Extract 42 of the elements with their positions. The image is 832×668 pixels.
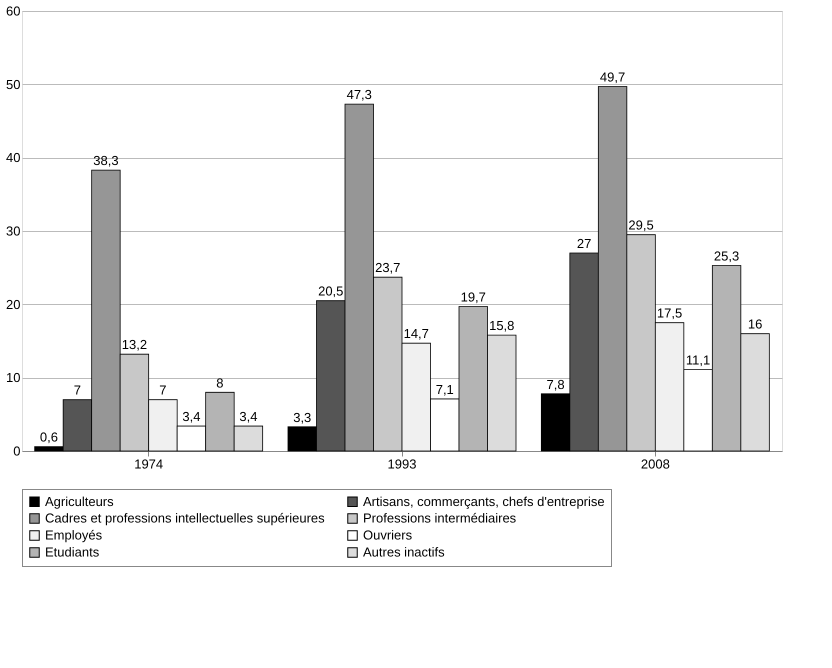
data-label: 7,1 (436, 382, 454, 397)
data-label: 14,7 (404, 326, 429, 342)
legend-label: Professions intermédiaires (363, 510, 517, 526)
data-label: 38,3 (93, 153, 119, 168)
data-label: 7,8 (546, 376, 565, 392)
y-tick-label: 0 (13, 444, 20, 458)
data-label: 27 (576, 236, 592, 251)
data-label: 13,2 (122, 337, 148, 352)
y-tick-label: 40 (6, 150, 20, 166)
data-label: 17,5 (656, 306, 682, 321)
legend-label: Artisans, commerçants, chefs d'entreprise (363, 494, 605, 509)
y-tick-label: 50 (6, 76, 20, 92)
y-tick-label: 60 (6, 4, 20, 18)
legend-label: Agriculteurs (45, 494, 114, 509)
legend-label: Etudiants (45, 544, 100, 560)
data-label: 3,4 (239, 409, 258, 424)
legend-label: Cadres et professions intellectuelles supérieures (45, 510, 326, 526)
y-tick-label: 10 (6, 370, 20, 386)
data-label: 3,4 (182, 409, 200, 424)
legend-label: Ouvriers (363, 528, 413, 542)
data-label: 16 (748, 316, 762, 332)
data-label: 49,7 (600, 70, 626, 85)
data-label: 15,8 (489, 318, 514, 334)
data-label: 29,5 (628, 218, 654, 233)
data-label: 11,1 (686, 352, 710, 368)
data-label: 8 (216, 375, 224, 390)
legend-label: Autres inactifs (363, 544, 446, 560)
legend-label: Employés (45, 528, 103, 542)
data-label: 25,3 (714, 248, 740, 264)
x-tick-label: 2008 (640, 456, 670, 472)
y-tick-label: 30 (6, 224, 20, 238)
data-label: 20,5 (318, 284, 344, 299)
data-label: 47,3 (346, 87, 372, 102)
data-label: 7 (159, 382, 167, 398)
data-label: 23,7 (375, 260, 400, 276)
data-label: 7 (74, 382, 82, 398)
data-label: 3,3 (293, 410, 312, 425)
data-label: 19,7 (460, 290, 486, 305)
x-tick-label: 1993 (388, 456, 416, 472)
y-tick-label: 20 (6, 296, 20, 312)
data-label: 0,6 (40, 430, 58, 445)
x-tick-label: 1974 (134, 456, 164, 472)
